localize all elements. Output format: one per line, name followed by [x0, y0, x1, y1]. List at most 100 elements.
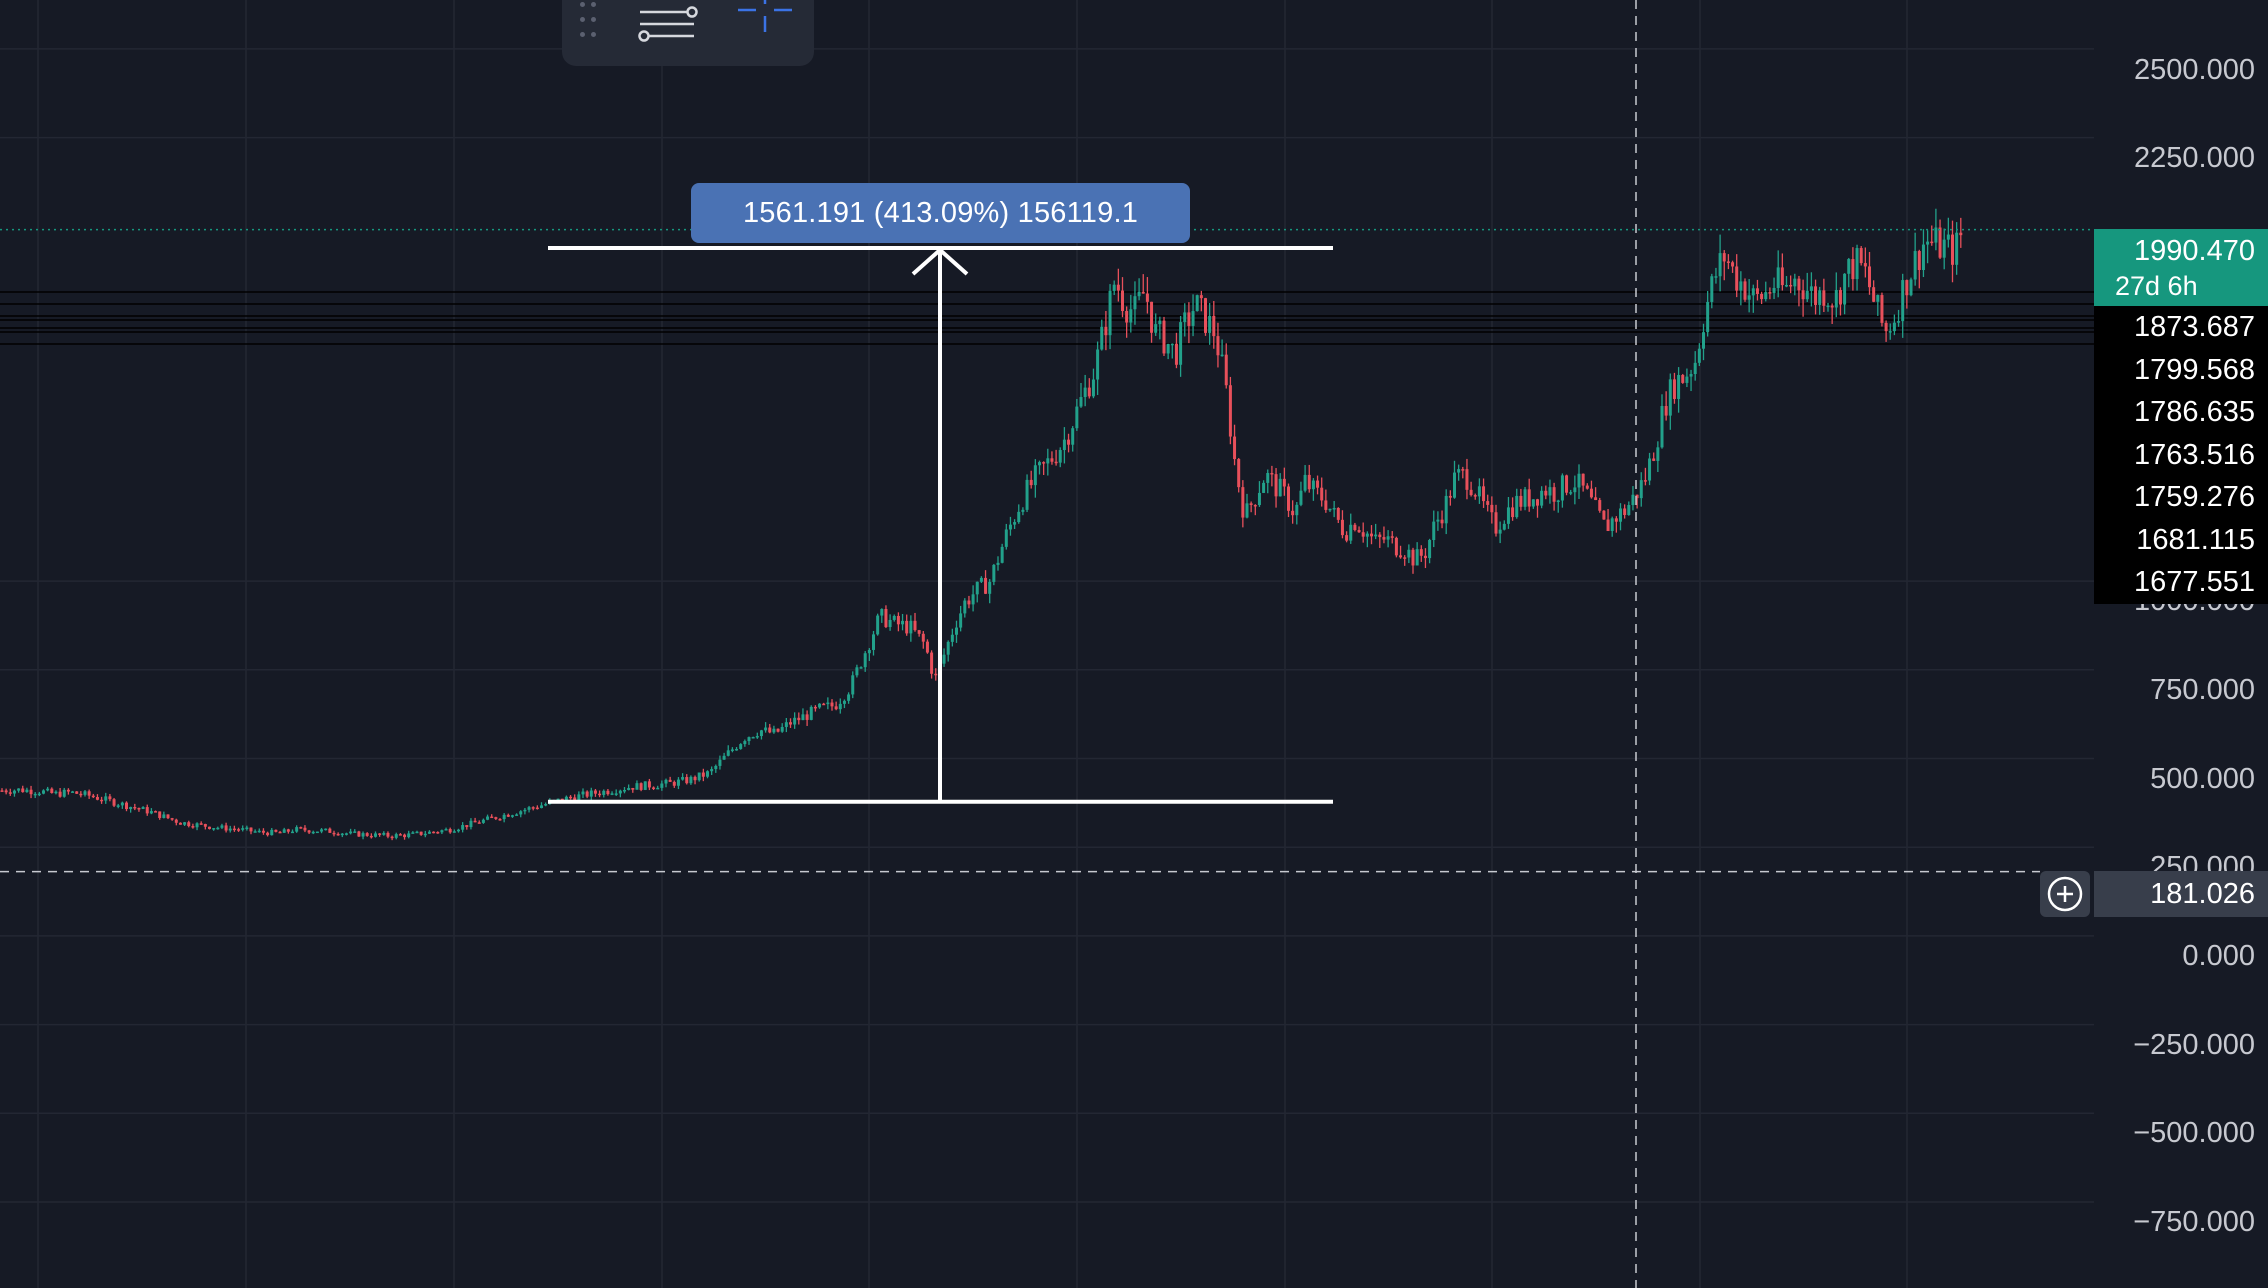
candle-body [1394, 537, 1398, 556]
candle-body [1174, 343, 1178, 365]
candle-body [1125, 311, 1129, 323]
candle-body [307, 830, 311, 833]
candle-body [743, 741, 747, 745]
candle-body [706, 771, 709, 777]
candle-body [996, 562, 1000, 565]
candle-body [1639, 480, 1643, 499]
candle-body [1204, 298, 1207, 333]
candle-body [432, 831, 436, 834]
candle-body [1091, 379, 1095, 397]
candle-body [1892, 322, 1896, 332]
candle-body [237, 829, 241, 831]
candle-body [1519, 495, 1523, 507]
candle-body [1901, 280, 1905, 322]
candle-body [1880, 295, 1884, 323]
candle-body [303, 827, 307, 831]
candle-body [448, 829, 452, 833]
candle-body [1760, 293, 1764, 300]
candle-body [813, 706, 817, 709]
horizontal-price-lines[interactable] [0, 291, 2094, 345]
candle-body [1490, 504, 1494, 513]
candle-body [1340, 519, 1344, 536]
sliders-icon[interactable] [636, 0, 698, 44]
candle-body [1793, 278, 1797, 287]
candle-body [1863, 263, 1867, 267]
candle-body [701, 772, 705, 777]
candle-body [647, 781, 651, 788]
candle-body [1702, 332, 1705, 349]
candle-body [510, 815, 514, 817]
candle-body [4, 790, 8, 793]
candle-body [1257, 492, 1261, 506]
add-alert-button[interactable] [2040, 871, 2090, 917]
candle-body [635, 783, 639, 790]
candle-body [1448, 495, 1452, 498]
candle-body [930, 652, 934, 674]
candle-body [1830, 305, 1834, 308]
candle-body [1751, 288, 1755, 296]
candle-body [1270, 472, 1274, 475]
candle-body [1660, 406, 1664, 448]
candle-body [631, 787, 635, 790]
candle-body [797, 717, 801, 721]
candle-body [1112, 284, 1116, 291]
candle-body [58, 791, 62, 797]
candle-body [257, 830, 261, 833]
candle-body [8, 792, 12, 794]
candle-body [1311, 480, 1315, 490]
candle-body [1411, 549, 1415, 566]
candle-body [1536, 499, 1539, 506]
candle-body [1058, 450, 1062, 463]
candle-body [158, 811, 162, 818]
crosshair-icon[interactable] [734, 0, 796, 38]
candle-body [54, 791, 58, 794]
candle-body [1262, 482, 1266, 493]
candle-body [382, 832, 386, 835]
candle-body [1548, 487, 1552, 496]
candle-body [805, 714, 809, 720]
candle-body [1498, 529, 1502, 534]
candle-body [1378, 534, 1382, 538]
candle-body [1141, 291, 1145, 294]
candle-body [722, 755, 726, 760]
price-range-measure-tool[interactable] [548, 245, 1333, 804]
candle-body [1859, 248, 1863, 264]
candle-body [1589, 488, 1593, 498]
candle-body [145, 807, 149, 814]
candle-body [120, 802, 124, 806]
candle-body [112, 799, 116, 806]
candle-body [1419, 549, 1423, 556]
candle-body [129, 806, 133, 810]
drag-handle-icon[interactable] [580, 2, 596, 40]
candle-body [386, 832, 390, 837]
candle-body [1444, 495, 1448, 524]
candle-body [602, 790, 606, 795]
price-axis[interactable]: 2500.000 2250.000 1000.000 750.000 500.0… [2094, 0, 2268, 1288]
candle-body [212, 828, 216, 830]
candle-body [535, 807, 539, 810]
candle-body [490, 816, 494, 819]
candle-body [826, 702, 830, 705]
crosshair-price-tag: 181.026 [2094, 871, 2268, 917]
candle-body [444, 829, 448, 831]
candle-body [340, 833, 344, 836]
candle-body [523, 809, 527, 812]
candle-body [793, 717, 797, 725]
candle-body [1079, 397, 1083, 407]
candle-body [988, 581, 992, 594]
current-price-value: 1990.470 [2134, 235, 2255, 267]
candle-body [415, 831, 419, 834]
candle-body [1465, 469, 1469, 490]
candle-body [1552, 487, 1556, 502]
candle-body [1818, 290, 1822, 305]
candle-body [286, 829, 290, 832]
candle-body [1345, 535, 1349, 541]
candle-body [614, 793, 618, 795]
candle-body [1934, 227, 1938, 243]
candle-body [178, 822, 182, 825]
candle-body [419, 831, 423, 835]
candle-body [1722, 253, 1726, 262]
candle-body [1801, 290, 1805, 300]
candlestick-series [0, 208, 1963, 841]
